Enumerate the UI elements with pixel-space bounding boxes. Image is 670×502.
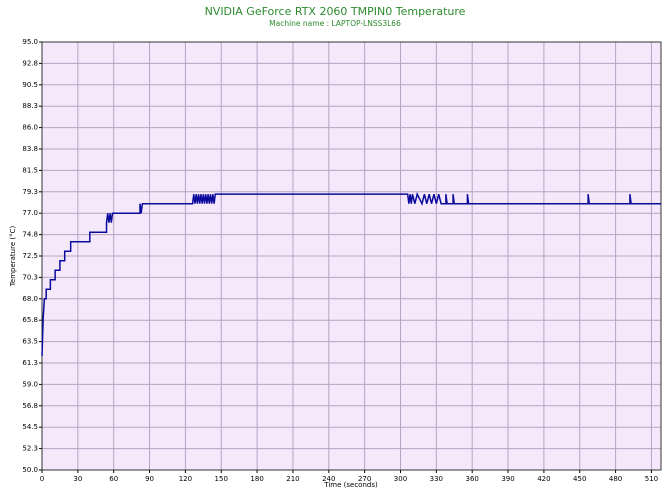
y-tick-label: 72.5 [22,252,38,260]
y-tick-label: 52.3 [22,445,38,453]
x-tick-label: 240 [322,475,335,483]
x-tick-label: 300 [394,475,407,483]
chart-subtitle: Machine name : LAPTOP-LNSS3L66 [269,19,401,28]
chart-title: NVIDIA GeForce RTX 2060 TMPIN0 Temperatu… [205,5,466,18]
x-tick-label: 210 [286,475,299,483]
y-tick-label: 59.0 [22,380,38,388]
x-tick-label: 420 [537,475,550,483]
y-tick-label: 90.5 [22,81,38,89]
x-tick-label: 60 [109,475,118,483]
x-tick-label: 360 [466,475,479,483]
x-tick-label: 30 [73,475,82,483]
y-tick-label: 88.3 [22,102,38,110]
temperature-line [41,192,661,356]
y-tick-label: 50.0 [22,466,38,474]
y-tick-label: 92.8 [22,59,38,67]
y-tick-label: 56.8 [22,402,38,410]
y-tick-label: 63.5 [22,338,38,346]
x-tick-label: 90 [145,475,154,483]
x-tick-label: 510 [645,475,658,483]
y-tick-label: 61.3 [22,359,38,367]
x-axis-label: Time (seconds) [323,481,378,489]
x-tick-label: 480 [609,475,622,483]
x-tick-label: 390 [501,475,514,483]
y-tick-label: 79.3 [22,188,38,196]
y-tick-label: 83.8 [22,145,38,153]
x-tick-label: 120 [179,475,192,483]
x-tick-label: 270 [358,475,371,483]
y-tick-label: 65.8 [22,316,38,324]
y-tick-label: 70.3 [22,273,38,281]
plot-frame [41,41,662,471]
y-tick-label: 77.0 [22,209,38,217]
y-tick-label: 74.8 [22,231,38,239]
x-tick-label: 450 [573,475,586,483]
x-tick-label: 180 [250,475,263,483]
y-tick-label: 68.0 [22,295,38,303]
y-tick-label: 54.5 [22,423,38,431]
x-tick-label: 330 [430,475,443,483]
x-tick-label: 0 [40,475,44,483]
x-tick-label: 150 [215,475,228,483]
y-tick-label: 95.0 [22,38,38,46]
y-tick-label: 81.5 [22,166,38,174]
y-tick-label: 86.0 [22,124,38,132]
y-axis-label: Temperature (°C) [9,226,17,288]
